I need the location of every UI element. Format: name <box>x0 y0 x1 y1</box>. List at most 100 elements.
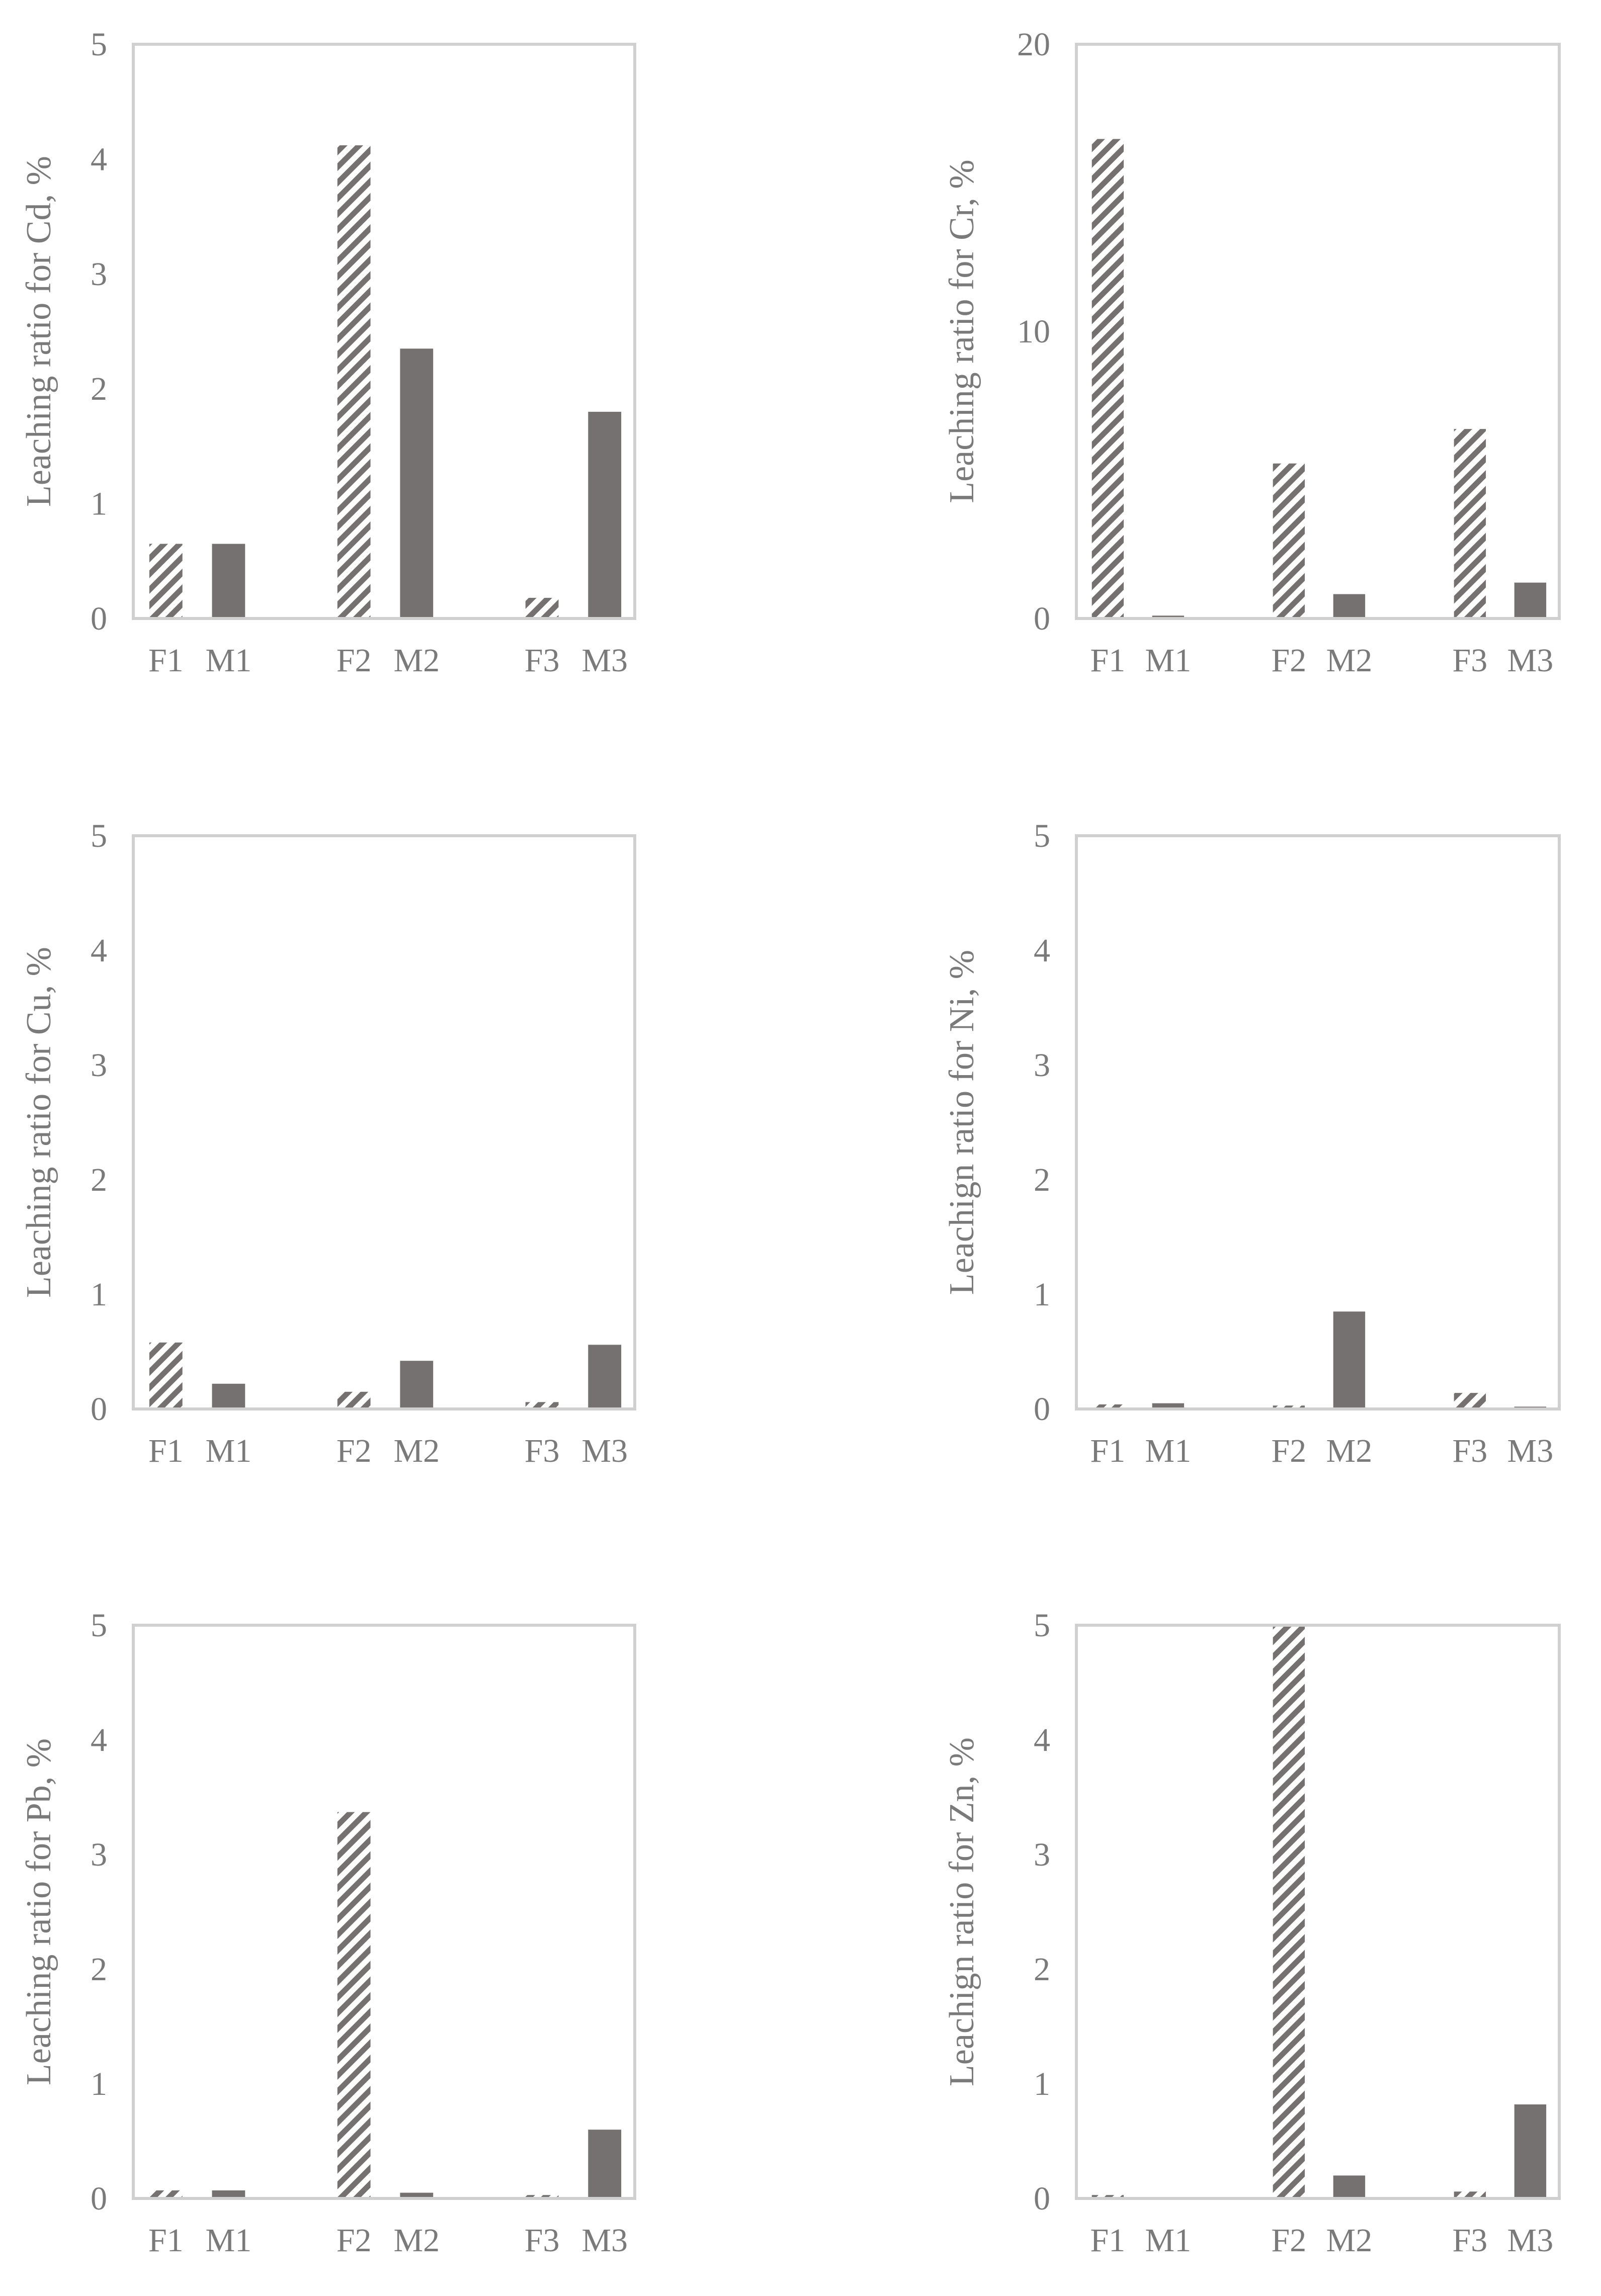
y-tick-label-cr-10: 10 <box>1017 313 1050 350</box>
bar-cr-f3 <box>1454 429 1486 619</box>
bar-cd-m2 <box>400 348 434 619</box>
chart-ni: 0 1 2 3 4 5 F1 M1 F2 M2 F3 M3 Leachign ratio for Ni,… <box>943 818 1561 1469</box>
bar-ni-f1 <box>1091 1404 1124 1409</box>
y-tick-label-ni-3: 3 <box>1034 1047 1050 1084</box>
y-axis-label-pb: Leaching ratio for Pb, % <box>20 1738 58 2085</box>
bar-zn-f3 <box>1454 2191 1486 2198</box>
bar-pb-m2 <box>400 2192 434 2198</box>
x-tick-label-cu-m3: M3 <box>581 1433 628 1469</box>
x-tick-label-pb-m3: M3 <box>581 2222 628 2259</box>
y-tick-label-ni-5: 5 <box>1034 818 1050 854</box>
y-tick-label-pb-2: 2 <box>91 1951 107 1988</box>
bar-zn-f2 <box>1273 1625 1305 2198</box>
bar-ni-m1 <box>1152 1403 1185 1409</box>
x-tick-label-cr-f2: F2 <box>1272 642 1307 679</box>
y-tick-label-cu-5: 5 <box>91 818 107 854</box>
x-tick-label-ni-f2: F2 <box>1272 1433 1307 1469</box>
y-tick-label-cd-3: 3 <box>91 256 107 293</box>
y-tick-label-zn-1: 1 <box>1034 2066 1050 2102</box>
y-tick-label-cd-5: 5 <box>91 26 107 63</box>
y-tick-label-zn-0: 0 <box>1034 2180 1050 2217</box>
x-tick-label-cr-m1: M1 <box>1145 642 1192 679</box>
x-tick-label-pb-m2: M2 <box>393 2222 440 2259</box>
bar-cu-m3 <box>588 1345 622 1409</box>
y-tick-label-cd-0: 0 <box>91 600 107 637</box>
bar-ni-f3 <box>1454 1393 1486 1409</box>
plot-frame-cr <box>1075 43 1561 620</box>
plot-frame-cd <box>132 43 636 620</box>
x-tick-label-cd-m2: M2 <box>393 642 440 679</box>
bar-cd-f1 <box>149 544 183 619</box>
x-tick-label-zn-f3: F3 <box>1453 2222 1488 2259</box>
y-tick-label-cu-0: 0 <box>91 1391 107 1428</box>
bar-cu-f3 <box>525 1402 559 1409</box>
x-tick-label-zn-m2: M2 <box>1326 2222 1373 2259</box>
y-tick-label-pb-1: 1 <box>91 2066 107 2102</box>
bar-cu-m1 <box>212 1383 245 1409</box>
x-tick-label-cr-m2: M2 <box>1326 642 1373 679</box>
bar-cr-m3 <box>1514 582 1547 619</box>
x-tick-label-cu-f2: F2 <box>336 1433 372 1469</box>
x-tick-label-cu-m2: M2 <box>393 1433 440 1469</box>
bar-cu-m2 <box>400 1361 434 1409</box>
y-axis-label-ni: Leachign ratio for Ni, % <box>943 950 981 1295</box>
y-tick-label-ni-4: 4 <box>1034 932 1050 969</box>
y-tick-label-ni-2: 2 <box>1034 1162 1050 1198</box>
bar-cd-m3 <box>588 411 622 619</box>
bar-pb-f1 <box>149 2190 183 2198</box>
y-axis-label-cr: Leaching ratio for Cr, % <box>943 159 981 503</box>
bar-zn-m3 <box>1514 2104 1547 2198</box>
y-tick-label-ni-1: 1 <box>1034 1276 1050 1313</box>
plot-frame-pb <box>132 1624 636 2200</box>
y-tick-label-pb-4: 4 <box>91 1722 107 1758</box>
bar-zn-f1 <box>1091 2195 1124 2198</box>
bar-cd-f3 <box>525 597 559 619</box>
x-tick-label-cu-f3: F3 <box>525 1433 560 1469</box>
bar-ni-f2 <box>1273 1405 1305 1409</box>
y-axis-label-cd: Leaching ratio for Cd, % <box>20 156 58 507</box>
plot-frame-ni <box>1075 834 1561 1410</box>
y-tick-label-cr-20: 20 <box>1017 26 1050 63</box>
y-tick-label-pb-5: 5 <box>91 1607 107 1644</box>
y-tick-label-cr-0: 0 <box>1034 600 1050 637</box>
y-tick-label-cu-4: 4 <box>91 932 107 969</box>
y-tick-label-cd-4: 4 <box>91 141 107 178</box>
x-tick-label-cu-m1: M1 <box>206 1433 252 1469</box>
bar-cr-m2 <box>1333 594 1366 619</box>
y-tick-label-pb-0: 0 <box>91 2180 107 2217</box>
x-tick-label-cd-m1: M1 <box>206 642 252 679</box>
x-tick-label-ni-f1: F1 <box>1090 1433 1126 1469</box>
x-tick-label-cd-m3: M3 <box>581 642 628 679</box>
x-tick-label-zn-f2: F2 <box>1272 2222 1307 2259</box>
x-tick-label-ni-f3: F3 <box>1453 1433 1488 1469</box>
bar-cr-f1 <box>1091 139 1124 619</box>
bar-cu-f1 <box>149 1342 183 1409</box>
y-tick-label-cu-2: 2 <box>91 1162 107 1198</box>
x-tick-label-zn-m3: M3 <box>1507 2222 1554 2259</box>
x-tick-label-cd-f2: F2 <box>336 642 372 679</box>
plot-frame-zn <box>1075 1624 1561 2200</box>
plot-frame-cu <box>132 834 636 1410</box>
y-tick-label-cu-1: 1 <box>91 1276 107 1313</box>
bar-cu-f2 <box>337 1391 371 1409</box>
x-tick-label-cd-f3: F3 <box>525 642 560 679</box>
x-tick-label-ni-m1: M1 <box>1145 1433 1192 1469</box>
x-tick-label-cd-f1: F1 <box>148 642 184 679</box>
bar-ni-m2 <box>1333 1311 1366 1409</box>
x-tick-label-pb-f3: F3 <box>525 2222 560 2259</box>
y-axis-label-zn: Leachign ratio for Zn, % <box>943 1737 981 2086</box>
y-tick-label-ni-0: 0 <box>1034 1391 1050 1428</box>
x-tick-label-cu-f1: F1 <box>148 1433 184 1469</box>
x-tick-label-pb-f2: F2 <box>336 2222 372 2259</box>
x-tick-label-pb-f1: F1 <box>148 2222 184 2259</box>
x-tick-label-cr-f3: F3 <box>1453 642 1488 679</box>
x-tick-label-zn-f1: F1 <box>1090 2222 1126 2259</box>
y-axis-label-cu: Leaching ratio for Cu, % <box>20 947 58 1298</box>
bar-pb-f2 <box>337 1812 371 2198</box>
x-tick-label-ni-m3: M3 <box>1507 1433 1554 1469</box>
bar-cr-f2 <box>1273 463 1305 619</box>
x-tick-label-cr-f1: F1 <box>1090 642 1126 679</box>
y-tick-label-pb-3: 3 <box>91 1836 107 1873</box>
bar-zn-m2 <box>1333 2175 1366 2198</box>
